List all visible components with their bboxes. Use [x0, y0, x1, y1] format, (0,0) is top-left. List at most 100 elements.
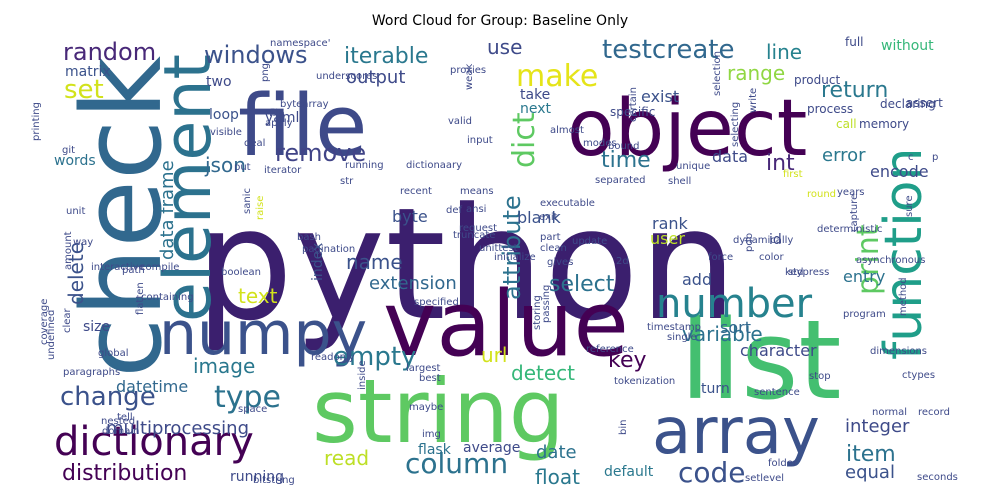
word-date: date [536, 442, 577, 463]
word-bin: bin [618, 420, 629, 435]
word-means: means [460, 186, 494, 197]
word-return: return [821, 78, 888, 103]
word-select: select [549, 272, 615, 297]
word-multiprocessing: multiprocessing [106, 418, 249, 439]
word-print: print [851, 224, 886, 295]
word-entry: entry [843, 267, 885, 286]
word-datetime: datetime [116, 377, 188, 396]
word-way: way [73, 237, 93, 248]
word-delete: delete [64, 242, 88, 305]
word-valid: valid [448, 116, 472, 127]
word-loop: loop [209, 107, 239, 123]
word-dynamically: dynamically [733, 235, 793, 246]
word-2d: 2d [616, 256, 629, 267]
word-visible: visible [210, 127, 242, 138]
word-def: def [446, 205, 463, 216]
word-selecting: selecting [730, 102, 741, 147]
word-sort: sort [720, 318, 751, 337]
word-separated: separated [595, 175, 646, 186]
word-truncate: truncate [453, 230, 495, 241]
word-byte: byte [392, 207, 428, 226]
word-record: record [918, 407, 950, 418]
word-words: words [54, 153, 96, 169]
word-method: method [898, 277, 909, 316]
word-type: type [214, 380, 281, 415]
word-specific: specific [610, 105, 655, 119]
word-stop: stop [809, 371, 831, 382]
word-declaring: declaring [880, 97, 936, 111]
word-dimensions: dimensions [870, 346, 927, 357]
word-take: take [520, 87, 550, 103]
word-modes: modes [583, 138, 617, 149]
word-file: file [238, 77, 367, 176]
word-program: program [843, 309, 886, 320]
word-extension: extension [369, 273, 457, 294]
word-namespace-: namespace' [270, 38, 330, 49]
word-tell: tell [117, 412, 133, 423]
word-use: use [487, 35, 522, 59]
word-maybe: maybe [409, 402, 443, 413]
word-flask: flask [418, 442, 452, 458]
word-flip: flip [269, 108, 284, 119]
word-asynchronous: asynchronous [856, 255, 925, 266]
word-deal: deal [244, 138, 265, 149]
word-add: add [682, 270, 712, 289]
word-color: color [759, 252, 785, 263]
word-dictionary: dictionary [54, 419, 254, 465]
word-json: json [204, 153, 246, 177]
word-coverage: coverage [39, 299, 50, 345]
word-weak: weak [464, 64, 475, 90]
word-sanic: sanic [242, 188, 253, 214]
word-testcreate: testcreate [602, 35, 734, 65]
word-timestamp: timestamp [647, 322, 701, 333]
word-years: years [837, 187, 865, 198]
word-attribute: attribute [498, 195, 526, 300]
word-set: set [64, 75, 104, 105]
word-equal: equal [845, 462, 895, 483]
word-recent: recent [400, 186, 432, 197]
word-check: check [58, 56, 186, 378]
word-line: line [766, 40, 802, 64]
word-initialize: initialize [494, 252, 536, 263]
word-capture: capture [849, 194, 860, 232]
word-ctypes: ctypes [902, 370, 935, 381]
word-nested: nested [101, 416, 135, 427]
word-array: array [652, 395, 820, 469]
word-first: first [783, 169, 803, 180]
word-proxies: proxies [450, 65, 486, 76]
word-empty: empty [333, 342, 416, 372]
word-undefined: undefined [46, 310, 57, 360]
word-url: url [481, 343, 507, 367]
word-make: make [516, 59, 598, 94]
word-full: full [845, 35, 864, 49]
word-readonly: readonly [311, 352, 355, 363]
word-executable: executable [540, 198, 595, 209]
word-code: code [678, 456, 746, 489]
word-sure: sure [904, 195, 915, 217]
word-raise: raise [255, 196, 266, 220]
word-call: call [836, 117, 857, 131]
word-element: element [151, 54, 226, 322]
word-change: change [60, 382, 156, 412]
word-git: git [62, 145, 75, 156]
word-rank: rank [652, 214, 689, 233]
word-assert: assert [906, 96, 943, 110]
word-integer: integer [845, 416, 910, 437]
word-clear: clear [62, 307, 73, 333]
word-range: range [727, 61, 785, 85]
chart-title: Word Cloud for Group: Baseline Only [371, 13, 629, 29]
word-clean: clean [540, 243, 567, 254]
word-yaml: yaml [265, 110, 299, 126]
word-deterministic: deterministic [817, 224, 883, 235]
word-std: std [788, 267, 803, 278]
word-name: name [346, 250, 403, 274]
word-dict: dict [507, 112, 542, 168]
word-single: single [667, 332, 697, 343]
word-almost: almost [550, 125, 584, 136]
word-write: write [748, 88, 759, 113]
word-gives: gives [547, 257, 573, 268]
word-default: default [604, 464, 654, 480]
word-iterable: iterable [344, 44, 428, 69]
word-global: global [98, 348, 129, 359]
word-printing: printing [31, 102, 42, 141]
